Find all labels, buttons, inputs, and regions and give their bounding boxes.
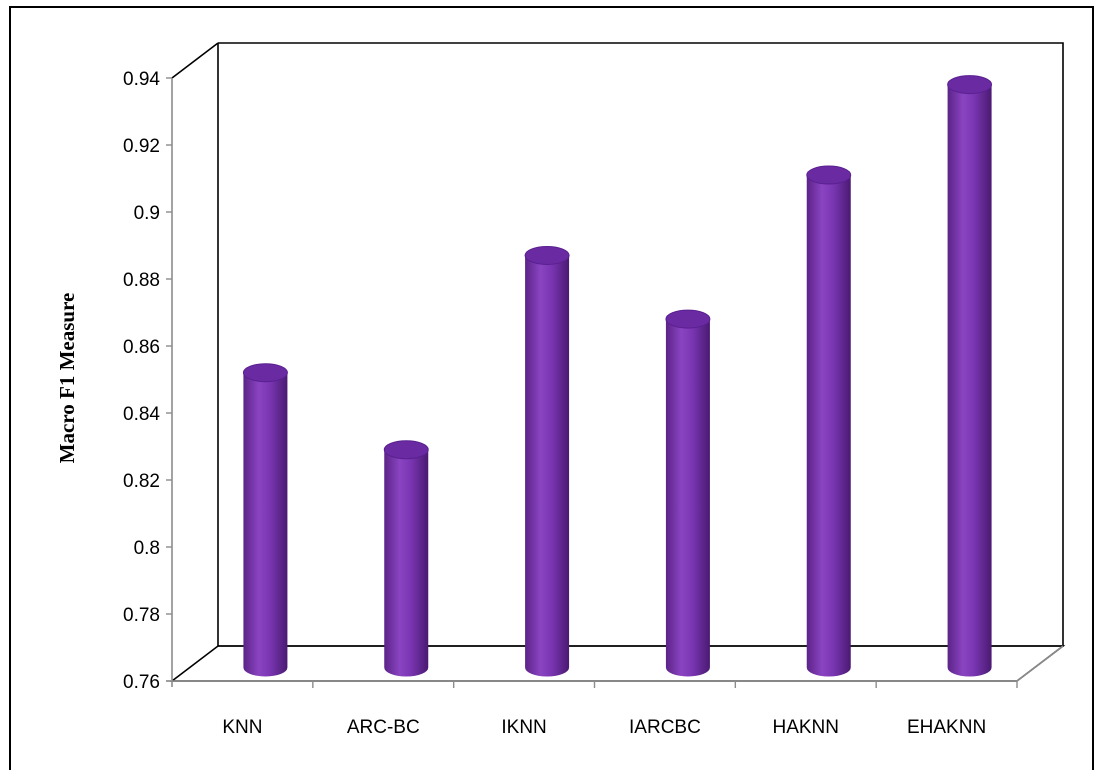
back-wall — [217, 42, 1064, 647]
y-tick-label: 0.92 — [123, 136, 160, 157]
bar — [665, 309, 711, 677]
bar — [947, 75, 993, 677]
y-tick-label: 0.8 — [134, 538, 160, 559]
bar-body — [525, 255, 570, 677]
bar-body — [806, 175, 851, 677]
bar-top — [524, 245, 570, 265]
y-tick-label: 0.86 — [123, 337, 160, 358]
y-axis-label: Macro F1 Measure — [55, 293, 79, 464]
tick-labels: 0.76 0.78 0.8 0.82 0.84 0.86 0.88 0.9 0.92 0.94 KN… — [123, 69, 986, 738]
x-tick-label: IKNN — [501, 717, 546, 738]
bar-top — [242, 363, 288, 383]
bar-top — [806, 165, 852, 185]
bar-top — [383, 440, 429, 460]
y-tick-label: 0.94 — [123, 69, 160, 90]
floor — [169, 645, 1066, 682]
axes — [166, 42, 1066, 688]
y-tick-label: 0.82 — [123, 471, 160, 492]
y-tick-label: 0.84 — [123, 404, 160, 425]
y-tick-label: 0.88 — [123, 270, 160, 291]
bar — [242, 363, 288, 677]
x-tick-label: EHAKNN — [907, 717, 986, 738]
bar-body — [243, 372, 288, 677]
floor-right-edge — [1016, 645, 1064, 682]
x-tick-label: ARC-BC — [347, 717, 420, 738]
x-tick-label: HAKNN — [772, 717, 839, 738]
bar-body — [384, 449, 429, 677]
bar — [524, 245, 570, 677]
x-tick-label: IARCBC — [629, 717, 701, 738]
side-wall-top-edge — [171, 42, 219, 79]
y-tick-label: 0.76 — [123, 672, 160, 693]
bar-body — [665, 319, 710, 677]
bar — [806, 165, 852, 677]
y-tick-label: 0.9 — [134, 203, 160, 224]
bar-top — [665, 309, 711, 329]
y-tick-label: 0.78 — [123, 605, 160, 626]
bars — [242, 75, 993, 677]
bar — [383, 440, 429, 677]
bar-top — [947, 75, 993, 95]
x-tick-label: KNN — [222, 717, 262, 738]
bar-body — [947, 84, 992, 677]
